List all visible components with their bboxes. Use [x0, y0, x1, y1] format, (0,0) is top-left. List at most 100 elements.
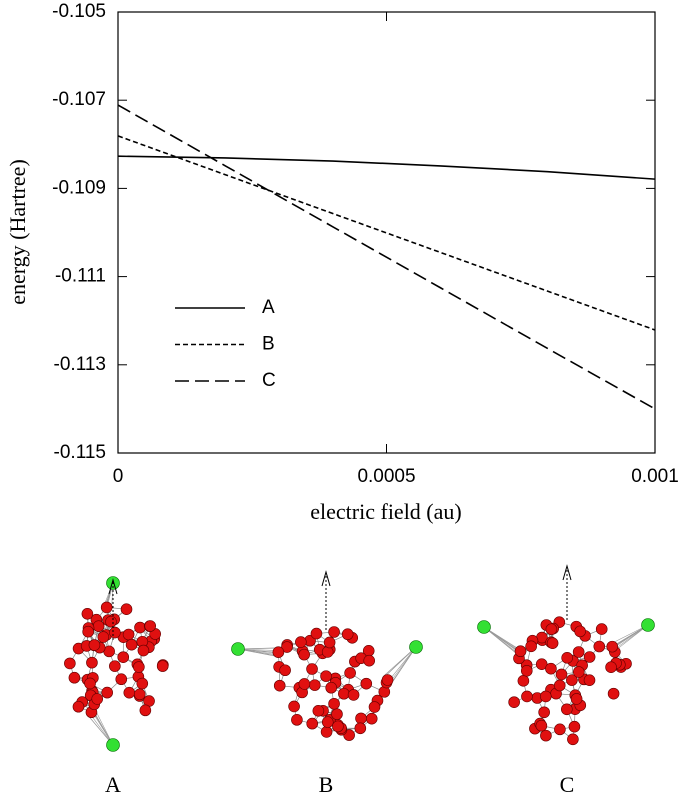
carbon-atom: [82, 625, 94, 638]
carbon-atom: [539, 690, 552, 703]
carbon-atom: [545, 623, 558, 636]
carbon-atom: [553, 679, 566, 692]
carbon-atom: [514, 645, 527, 658]
carbon-atom: [354, 722, 367, 735]
carbon-atom: [291, 714, 303, 726]
carbon-atom: [156, 660, 169, 672]
carbon-atom: [133, 688, 146, 701]
carbon-atom: [535, 719, 548, 732]
carbon-atom: [137, 644, 150, 657]
carbon-atom: [538, 706, 550, 719]
carbon-atom: [288, 700, 300, 713]
carbon-atom: [525, 640, 537, 653]
carbon-atom: [363, 654, 375, 667]
end-atom: [409, 640, 423, 654]
carbon-atom: [281, 641, 293, 653]
carbon-atom: [306, 663, 318, 675]
end-atom: [641, 618, 655, 632]
carbon-atom: [323, 636, 336, 649]
carbon-atom: [344, 667, 356, 679]
carbon-atom: [605, 661, 617, 674]
carbon-atom: [92, 620, 105, 632]
carbon-atom: [105, 615, 117, 628]
carbon-atom: [574, 625, 586, 638]
x-tick-label: 0: [113, 466, 124, 487]
carbon-atom: [86, 656, 98, 669]
x-tick-label: 0.0005: [357, 466, 415, 487]
carbon-atom: [583, 651, 596, 663]
carbon-atom: [91, 693, 104, 705]
legend-label: A: [262, 297, 275, 318]
carbon-atom: [365, 712, 378, 725]
carbon-atom: [325, 681, 338, 694]
series-line: [117, 135, 656, 331]
carbon-atom: [310, 627, 323, 640]
carbon-atom: [88, 639, 101, 651]
carbon-atom: [81, 608, 94, 620]
carbon-atom: [321, 646, 334, 658]
carbon-atom: [134, 621, 146, 634]
carbon-atom: [607, 687, 620, 700]
carbon-atom: [68, 671, 81, 684]
carbon-atom: [97, 631, 110, 643]
legend-label: B: [262, 334, 275, 355]
y-tick-label: -0.107: [52, 89, 106, 110]
carbon-atom: [308, 679, 321, 691]
carbon-atom: [101, 686, 113, 699]
carbon-atom: [133, 661, 145, 673]
carbon-atom: [561, 703, 573, 716]
carbon-atom: [136, 677, 149, 690]
carbon-atom: [72, 700, 85, 713]
carbon-atom: [139, 704, 152, 717]
carbon-atom: [566, 674, 578, 686]
y-tick-label: -0.111: [55, 266, 106, 287]
carbon-atom: [144, 620, 157, 632]
carbon-atom: [298, 678, 311, 690]
x-tick-label: 0.001: [631, 466, 679, 487]
carbon-atom: [295, 636, 307, 648]
y-tick-label: -0.105: [52, 1, 106, 22]
carbon-atom: [521, 690, 533, 703]
carbon-atom: [554, 723, 566, 736]
carbon-atom: [583, 674, 596, 686]
carbon-atom: [122, 628, 135, 641]
carbon-atom: [368, 701, 381, 713]
carbon-atom: [298, 648, 310, 661]
carbon-atom: [64, 657, 76, 670]
carbon-atom: [606, 640, 619, 653]
y-tick-label: -0.113: [54, 354, 106, 375]
carbon-atom: [321, 716, 334, 728]
carbon-atom: [381, 674, 394, 686]
arrow-head: [108, 578, 118, 595]
carbon-atom: [593, 640, 606, 653]
legend-label: C: [262, 370, 276, 391]
plot-frame: [117, 11, 656, 454]
carbon-atom: [312, 705, 325, 717]
carbon-atom: [508, 696, 520, 708]
carbon-atom: [517, 675, 530, 687]
y-tick-label: -0.109: [52, 177, 106, 198]
carbon-atom: [120, 603, 133, 615]
carbon-atom: [100, 601, 113, 614]
carbon-atom: [331, 708, 343, 720]
carbon-atom: [347, 689, 360, 701]
carbon-atom: [535, 658, 548, 670]
carbon-atom: [355, 712, 367, 725]
carbon-atom: [332, 720, 344, 733]
carbon-atom: [555, 668, 568, 681]
carbon-atom: [540, 729, 552, 742]
carbon-atom: [125, 638, 138, 651]
bond: [392, 646, 417, 682]
bond: [388, 646, 417, 685]
carbon-atom: [109, 626, 121, 639]
carbon-atom: [328, 626, 340, 638]
series-line: [117, 104, 656, 410]
carbon-atom: [84, 677, 96, 690]
carbon-atom: [568, 720, 581, 733]
carbon-atom: [341, 628, 354, 641]
end-atom: [477, 620, 491, 634]
carbon-atom: [360, 677, 373, 690]
carbon-atom: [279, 664, 291, 677]
carbon-atom: [573, 666, 585, 678]
arrow-head: [562, 564, 572, 581]
